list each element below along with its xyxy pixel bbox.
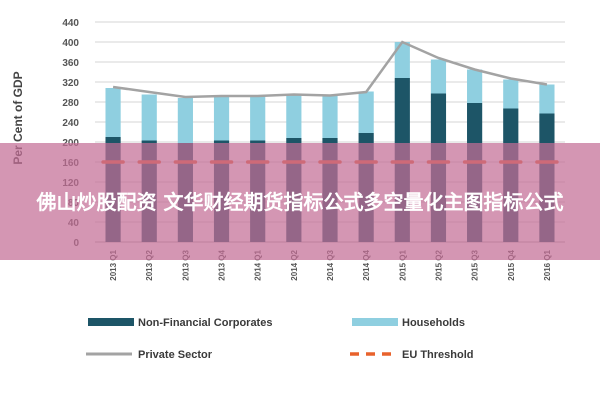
legend-label-non-financial-corporates: Non-Financial Corporates xyxy=(138,317,272,329)
x-tick-label: 2015 Q4 xyxy=(507,249,516,280)
x-tick-label: 2013 Q2 xyxy=(145,249,154,280)
x-tick-label: 2015 Q2 xyxy=(434,249,443,280)
y-tick-label: 280 xyxy=(62,98,79,109)
bar-households xyxy=(141,94,157,141)
watermark-text: 佛山炒股配资 文华财经期货指标公式多空量化主图指标公式 xyxy=(36,189,564,214)
x-tick-label: 2014 Q2 xyxy=(290,249,299,280)
bar-households xyxy=(358,91,374,133)
bar-households xyxy=(250,96,266,141)
legend-label-private-sector: Private Sector xyxy=(138,349,213,361)
y-tick-label: 240 xyxy=(62,118,79,129)
bar-households xyxy=(322,96,338,138)
x-tick-label: 2015 Q1 xyxy=(398,249,407,280)
bar-households xyxy=(539,84,555,114)
y-axis-label: Per Cent of GDP xyxy=(11,71,25,164)
legend: Non-Financial Corporates Households Priv… xyxy=(86,317,474,361)
bar-households xyxy=(177,98,193,143)
legend-swatch-households xyxy=(352,318,398,326)
bar-households xyxy=(213,97,230,141)
x-tick-label: 2016 Q1 xyxy=(543,249,552,280)
line-private-sector xyxy=(112,40,548,99)
x-tick-label: 2014 Q4 xyxy=(362,249,371,280)
y-tick-label: 400 xyxy=(62,38,79,49)
y-tick-label: 320 xyxy=(62,78,79,89)
y-tick-label: 440 xyxy=(62,18,79,29)
bar-households xyxy=(105,88,121,137)
x-tick-label: 2014 Q1 xyxy=(254,249,263,280)
x-tick-label: 2013 Q3 xyxy=(181,249,190,280)
watermark-banner: 佛山炒股配资 文华财经期货指标公式多空量化主图指标公式 xyxy=(0,143,600,260)
legend-label-households: Households xyxy=(402,317,465,329)
bar-households xyxy=(286,94,302,138)
bar-households xyxy=(394,42,410,78)
legend-label-eu-threshold: EU Threshold xyxy=(402,349,474,361)
x-tick-label: 2014 Q3 xyxy=(326,249,335,280)
x-tick-label: 2013 Q1 xyxy=(109,249,118,280)
y-tick-label: 360 xyxy=(62,58,79,69)
x-axis-ticks: 2013 Q1 2013 Q2 2013 Q3 2013 Q4 2014 Q1 2014 … xyxy=(109,249,552,280)
bar-households xyxy=(430,59,447,94)
legend-swatch-non-financial-corporates xyxy=(88,318,134,326)
bar-households xyxy=(467,69,483,103)
x-tick-label: 2015 Q3 xyxy=(471,249,480,280)
bar-households xyxy=(503,79,519,109)
x-tick-label: 2013 Q4 xyxy=(218,249,227,280)
